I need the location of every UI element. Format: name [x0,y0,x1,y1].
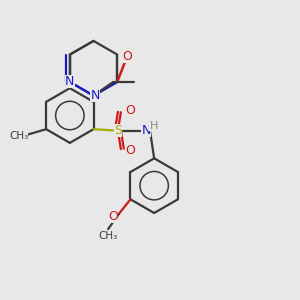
Text: H: H [149,121,158,130]
Text: CH₃: CH₃ [9,131,28,141]
Text: N: N [90,89,100,102]
Text: O: O [125,104,135,117]
Text: CH₃: CH₃ [98,232,117,242]
Text: O: O [125,144,135,157]
Text: N: N [141,124,151,136]
Text: N: N [65,75,74,88]
Text: S: S [114,124,122,137]
Text: O: O [122,50,132,63]
Text: O: O [108,210,118,223]
